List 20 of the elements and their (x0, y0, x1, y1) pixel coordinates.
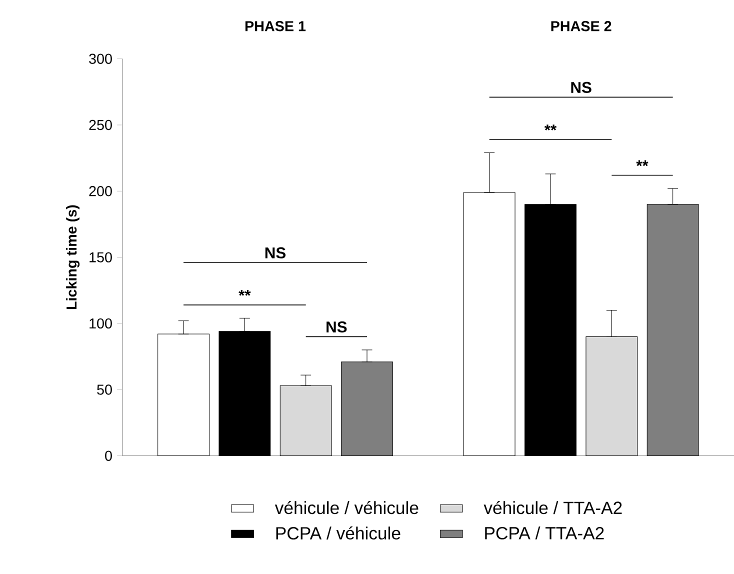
y-tick-label: 300 (89, 54, 112, 64)
y-tick-label: 0 (105, 450, 112, 461)
y-tick-label: 250 (89, 120, 112, 130)
y-tick-label: 150 (90, 252, 112, 262)
annotation: ** (636, 160, 648, 166)
annotation: ** (238, 290, 251, 296)
annotation: NS (326, 321, 347, 332)
y-tick-label: 200 (89, 186, 112, 196)
legend-label: véhicule / véhicule (274, 500, 418, 514)
x-tick-label: PHASE 1 (245, 20, 306, 32)
x-tick-label: PHASE 2 (551, 20, 612, 32)
annotation: NS (571, 82, 592, 93)
y-axis-title: Licking time (s) (66, 205, 80, 309)
annotation: NS (265, 247, 286, 258)
annotation: ** (544, 124, 557, 130)
legend-label: véhicule / TTA-A2 (484, 500, 622, 514)
legend-label: PCPA / véhicule (276, 526, 400, 540)
y-tick-label: 100 (90, 318, 112, 328)
y-tick-label: 50 (97, 384, 112, 395)
legend-label: PCPA / TTA-A2 (485, 526, 604, 540)
